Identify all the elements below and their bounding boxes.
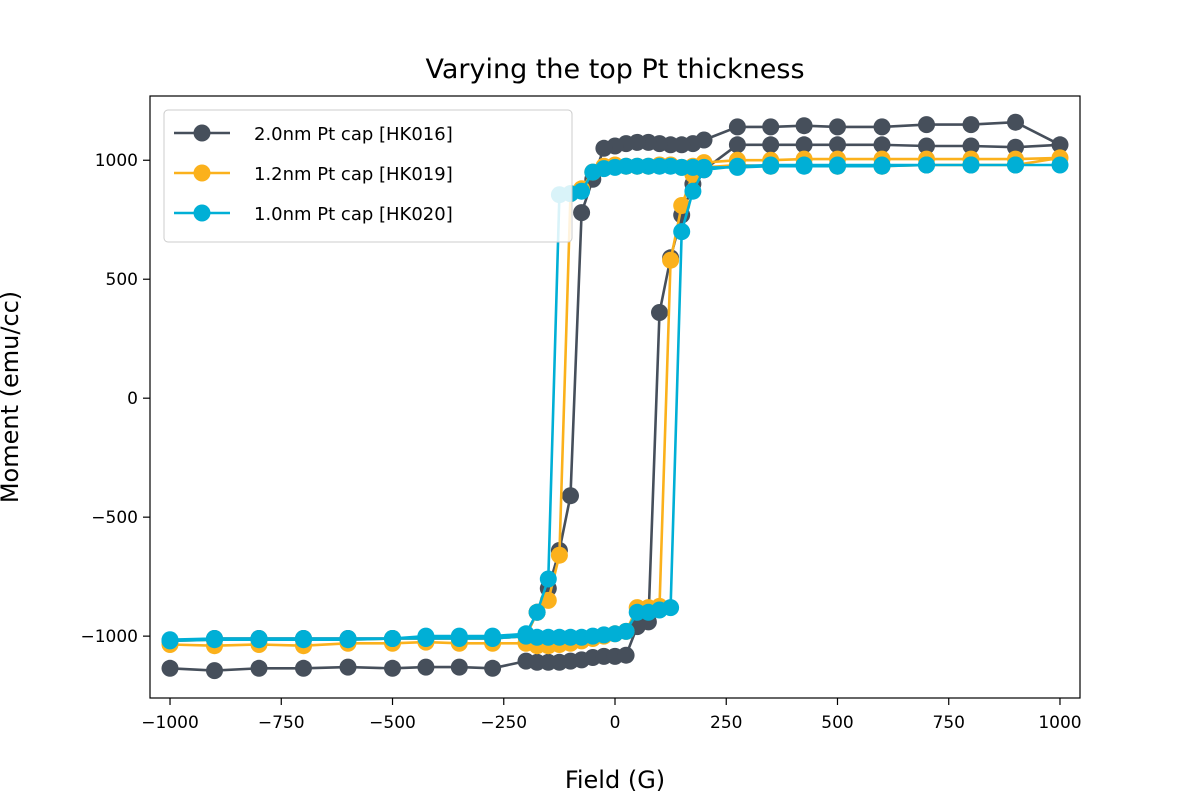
data-point: [250, 630, 268, 647]
data-point: [295, 630, 312, 647]
data-point: [762, 136, 780, 154]
x-tick-label: −500: [369, 713, 416, 733]
data-point: [873, 157, 891, 175]
data-point: [684, 182, 702, 200]
x-tick-label: −750: [258, 713, 305, 733]
data-point: [595, 139, 613, 157]
data-point: [918, 156, 935, 174]
data-point: [384, 630, 401, 647]
data-point: [417, 658, 435, 676]
x-tick-label: −250: [480, 713, 527, 733]
data-point: [1007, 113, 1024, 131]
plot-area: [149, 95, 1081, 699]
data-point: [528, 603, 546, 621]
data-point: [617, 622, 635, 640]
y-tick-label: 1000: [95, 151, 138, 171]
x-tick-label: 750: [933, 713, 965, 733]
data-point: [484, 659, 502, 677]
series-3: [161, 156, 1069, 650]
data-point: [1007, 156, 1024, 174]
legend-frame: [163, 109, 573, 243]
data-point: [384, 659, 401, 677]
legend: 2.0nm Pt cap [HK016] 1.2nm Pt cap [HK019]…: [163, 109, 573, 243]
legend-label: 1.0nm Pt cap [HK020]: [254, 204, 453, 225]
x-axis-label: Field (G): [565, 766, 665, 794]
data-point: [295, 659, 312, 677]
data-point: [1051, 136, 1069, 154]
y-axis-label: Moment (emu/cc): [0, 291, 24, 503]
data-point: [795, 117, 813, 135]
x-tick-label: −1000: [141, 713, 199, 733]
data-point: [562, 487, 579, 505]
data-point: [617, 646, 635, 664]
data-point: [1007, 138, 1024, 156]
x-tick-label: 250: [710, 713, 742, 733]
data-point: [962, 156, 980, 174]
data-point: [673, 223, 691, 241]
data-point: [829, 157, 846, 175]
legend-label: 2.0nm Pt cap [HK016]: [254, 124, 453, 145]
y-tick-label: −500: [91, 508, 138, 528]
data-point: [673, 197, 691, 214]
data-point: [517, 625, 535, 643]
legend-marker: [193, 124, 211, 142]
data-point: [584, 163, 602, 181]
data-point: [762, 118, 780, 136]
data-point: [450, 627, 468, 645]
y-tick-label: 500: [106, 270, 138, 290]
data-point: [206, 662, 223, 680]
data-point: [662, 599, 680, 617]
data-point: [250, 659, 268, 677]
data-point: [918, 116, 935, 134]
data-point: [728, 118, 746, 136]
legend-item-1: 2.0nm Pt cap [HK016]: [174, 124, 453, 145]
data-point: [206, 630, 223, 647]
data-point: [1051, 156, 1069, 174]
data-point: [651, 304, 668, 321]
legend-marker: [193, 164, 211, 182]
data-point: [339, 658, 357, 676]
legend-marker: [193, 204, 211, 222]
data-point: [450, 658, 468, 676]
data-point: [539, 570, 557, 588]
data-point: [728, 136, 746, 154]
chart-title: Varying the top Pt thickness: [425, 54, 804, 85]
data-point: [417, 627, 435, 645]
data-point: [918, 137, 935, 155]
data-point: [550, 546, 568, 564]
x-axis: −1000 −750 −500 −250 0 250 500 750 1000: [141, 698, 1082, 733]
legend-label: 1.2nm Pt cap [HK019]: [254, 164, 453, 185]
data-point: [662, 251, 680, 269]
data-point: [829, 136, 846, 154]
data-point: [829, 118, 846, 136]
y-tick-label: 0: [127, 389, 138, 409]
data-point: [962, 116, 980, 134]
data-point: [873, 136, 891, 154]
data-point: [728, 158, 746, 176]
x-tick-label: 1000: [1038, 713, 1081, 733]
data-point: [161, 659, 179, 677]
y-tick-label: −1000: [80, 627, 138, 647]
x-tick-label: 0: [610, 713, 621, 733]
data-point: [962, 137, 980, 155]
legend-item-3: 1.0nm Pt cap [HK020]: [174, 204, 453, 225]
y-axis: −1000 −500 0 500 1000: [80, 151, 150, 647]
data-point: [539, 591, 557, 609]
data-point: [573, 204, 591, 222]
data-point: [795, 157, 813, 175]
data-point: [873, 118, 891, 136]
data-point: [339, 630, 357, 647]
data-point: [484, 627, 502, 645]
legend-item-2: 1.2nm Pt cap [HK019]: [174, 164, 453, 185]
data-point: [795, 136, 813, 154]
data-point: [762, 157, 780, 175]
series-layer: [161, 113, 1069, 680]
data-point: [161, 631, 179, 649]
x-tick-label: 500: [821, 713, 853, 733]
